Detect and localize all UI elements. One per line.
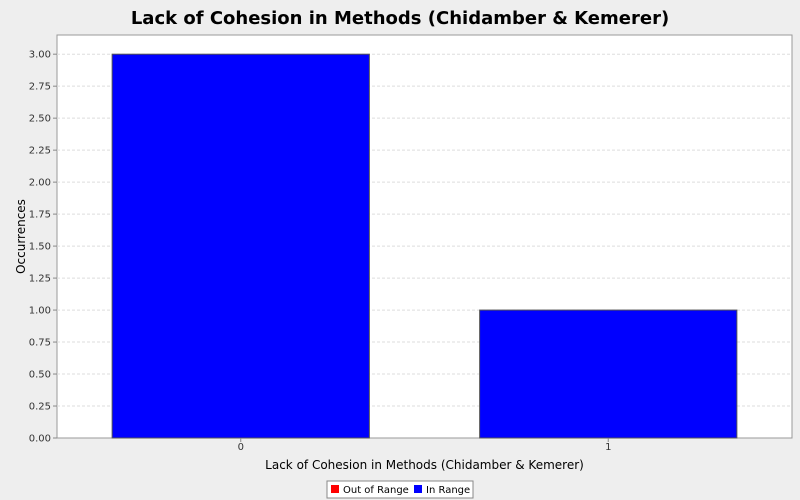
x-axis-label: Lack of Cohesion in Methods (Chidamber &… [265,458,584,472]
legend-swatch [414,485,422,493]
y-tick-label: 2.00 [29,178,51,189]
y-tick-label: 1.50 [29,242,51,253]
y-tick-label: 2.50 [29,114,51,125]
y-tick-label: 2.75 [29,82,51,93]
legend-swatch [331,485,339,493]
y-tick-label: 0.00 [29,434,51,445]
y-tick-label: 0.25 [29,402,51,413]
y-tick-label: 2.25 [29,146,51,157]
chart-title: Lack of Cohesion in Methods (Chidamber &… [131,8,669,29]
y-tick-label: 1.25 [29,274,51,285]
legend-box [326,480,474,499]
y-axis: 0.00 0.25 0.50 0.75 1.00 1.25 1.50 1.75 2.00 2.25… [29,50,57,445]
legend-label: In Range [426,485,470,496]
x-tick-label: 1 [605,442,611,453]
bar-in-range-1 [479,309,738,439]
bars [111,53,738,439]
y-tick-label: 1.00 [29,306,51,317]
x-tick-label: 0 [238,442,244,453]
y-tick-label: 1.75 [29,210,51,221]
legend: Out of Range In Range [326,480,474,499]
y-tick-label: 3.00 [29,50,51,61]
y-tick-label: 0.75 [29,338,51,349]
bar-in-range-0 [111,53,370,439]
legend-label: Out of Range [343,485,409,496]
y-axis-label: Occurrences [14,199,28,274]
y-tick-label: 0.50 [29,370,51,381]
